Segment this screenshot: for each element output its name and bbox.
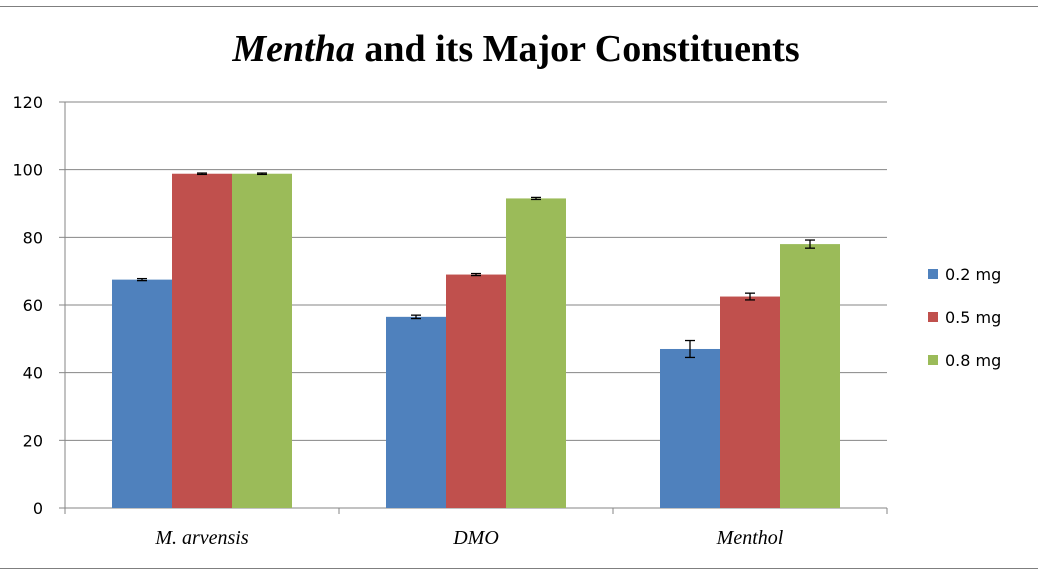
y-axis: 0 20 40 60 80 100 120 (12, 93, 888, 518)
x-category-label: M. arvensis (154, 527, 249, 549)
bar (172, 173, 232, 508)
legend-swatch (928, 269, 938, 279)
y-tick-label: 60 (23, 296, 43, 315)
bar (780, 244, 840, 508)
x-axis-labels: M. arvensis DMO Menthol (154, 527, 783, 549)
bar (386, 316, 446, 508)
y-tick-label: 0 (33, 499, 43, 518)
frame-bottom-border (0, 568, 1038, 569)
error-bars (137, 172, 815, 359)
y-tick-label: 40 (23, 364, 43, 383)
frame-top-border (0, 6, 1038, 7)
chart-title-italic: Mentha (231, 28, 354, 70)
chart-title: Mentha and its Major Constituents (231, 28, 799, 70)
x-category-label: Menthol (716, 527, 784, 549)
y-tick-label: 100 (12, 161, 43, 180)
y-tick-label: 20 (23, 431, 43, 450)
bar (112, 279, 172, 508)
legend-label: 0.5 mg (945, 308, 1001, 327)
legend-swatch (928, 355, 938, 365)
legend-swatch (928, 312, 938, 322)
y-tick-label: 120 (12, 93, 43, 112)
bars (112, 173, 840, 509)
chart-title-rest: and its Major Constituents (355, 28, 800, 70)
y-tick-label: 80 (23, 228, 43, 247)
legend-label: 0.2 mg (945, 265, 1001, 284)
bar (660, 348, 720, 508)
bar (446, 274, 506, 508)
bar (720, 296, 780, 508)
legend: 0.2 mg 0.5 mg 0.8 mg (928, 265, 1001, 370)
x-category-label: DMO (452, 527, 499, 549)
bar (232, 173, 292, 508)
bar (506, 198, 566, 509)
legend-label: 0.8 mg (945, 351, 1001, 370)
